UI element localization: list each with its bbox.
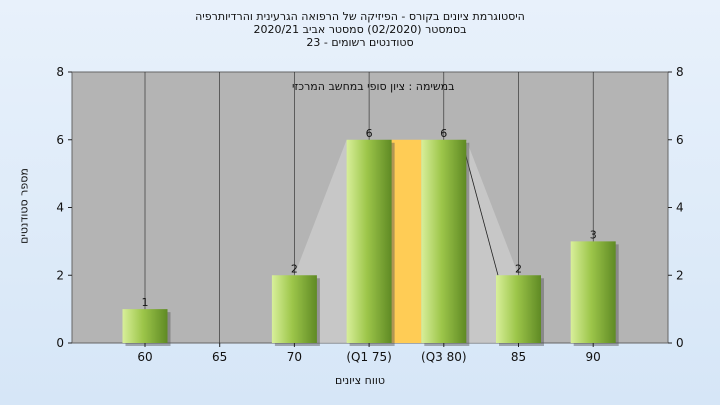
bar	[122, 309, 168, 343]
x-tick-label: 85	[511, 350, 526, 364]
x-tick-label: 70	[287, 350, 302, 364]
bar-value-label: 3	[590, 228, 597, 241]
chart-title-line-2: בסמסטר (02/2020) סמסטר אביב 2020/21	[253, 23, 467, 36]
interquartile-band	[391, 139, 422, 343]
y-tick-label: 4	[56, 201, 64, 215]
y-tick-label-right: 4	[676, 201, 684, 215]
y-tick-label-right: 8	[676, 65, 684, 79]
y-tick-label: 6	[56, 133, 64, 147]
y-tick-label-right: 6	[676, 133, 684, 147]
chart-title: היסטוגרמת ציונים בקורס - הפיזיקה של הרפו…	[0, 10, 720, 49]
bar	[496, 275, 541, 343]
bar	[271, 275, 317, 343]
x-tick-label: 90	[586, 350, 601, 364]
distribution-line	[463, 149, 499, 276]
x-tick-label: 60	[137, 350, 152, 364]
y-tick-label: 8	[56, 65, 64, 79]
y-tick-label-right: 2	[676, 268, 684, 282]
bar-value-label: 6	[440, 127, 447, 140]
bar-value-label: 2	[515, 262, 522, 275]
bar-value-label: 2	[291, 262, 298, 275]
x-tick-label: (Q1 75)	[346, 350, 392, 364]
x-axis-label: טווח ציונים	[335, 374, 385, 387]
y-tick-label: 0	[56, 336, 64, 350]
chart-title-line-3: סטודנטים רשומים - 23	[306, 36, 414, 49]
x-tick-label: 65	[212, 350, 227, 364]
chart-title-line-1: היסטוגרמת ציונים בקורס - הפיזיקה של הרפו…	[195, 10, 525, 23]
bar	[421, 139, 467, 343]
bar-value-label: 1	[142, 296, 149, 309]
x-tick-label: (Q3 80)	[421, 350, 467, 364]
y-tick-label-right: 0	[676, 336, 684, 350]
bar	[570, 241, 616, 343]
y-axis-label: מספר סטודנטים	[17, 168, 31, 244]
chart-subtitle: במשימה : ציון סופי במחשב המרכזי	[292, 80, 455, 93]
y-tick-label: 2	[56, 268, 64, 282]
bar-value-label: 6	[366, 127, 373, 140]
bar	[346, 139, 392, 343]
